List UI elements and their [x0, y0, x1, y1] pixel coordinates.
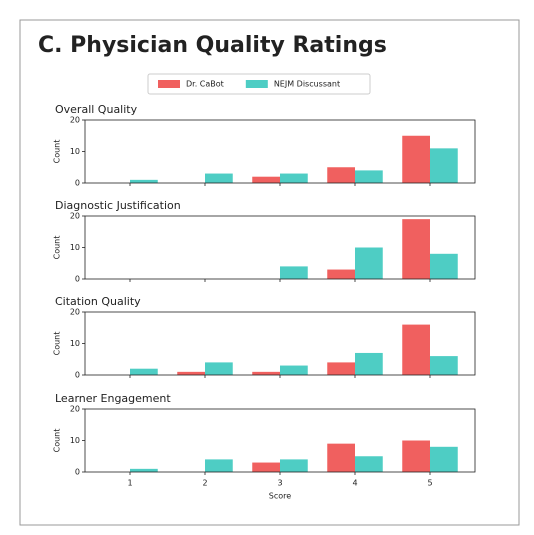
bar — [402, 219, 430, 279]
bar — [355, 456, 383, 472]
bar — [402, 324, 430, 375]
bar — [130, 468, 158, 472]
bar — [430, 253, 458, 279]
bar — [280, 173, 308, 183]
legend-swatch — [245, 80, 268, 88]
bar — [430, 356, 458, 375]
bar — [130, 179, 158, 183]
bar — [355, 352, 383, 375]
bar — [205, 173, 233, 183]
y-tick-label: 20 — [70, 116, 80, 125]
legend-swatch — [158, 80, 180, 88]
bar — [205, 362, 233, 375]
bar — [252, 371, 280, 375]
y-tick-label: 20 — [70, 212, 80, 221]
y-axis-label: Count — [53, 332, 62, 356]
x-tick-label: 1 — [127, 479, 132, 488]
panel-title: Citation Quality — [55, 295, 141, 308]
bar — [430, 446, 458, 472]
y-tick-label: 0 — [75, 371, 80, 380]
bar — [280, 365, 308, 375]
panel-title: Learner Engagement — [55, 392, 171, 405]
y-axis-label: Count — [53, 429, 62, 453]
bar — [252, 176, 280, 183]
figure-title: C. Physician Quality Ratings — [38, 33, 387, 58]
bar — [252, 462, 280, 472]
legend-label: NEJM Discussant — [274, 80, 340, 89]
bar — [177, 371, 205, 375]
y-tick-label: 20 — [70, 405, 80, 414]
y-tick-label: 10 — [70, 243, 80, 252]
x-tick-label: 3 — [277, 479, 282, 488]
y-tick-label: 0 — [75, 179, 80, 188]
bar — [327, 362, 355, 375]
bar — [280, 266, 308, 279]
panel-title: Diagnostic Justification — [55, 199, 181, 212]
bar — [355, 247, 383, 279]
y-axis-label: Count — [53, 236, 62, 260]
panel-title: Overall Quality — [55, 103, 138, 116]
bar — [327, 269, 355, 279]
y-tick-label: 0 — [75, 468, 80, 477]
bar — [402, 135, 430, 183]
x-tick-label: 5 — [427, 479, 432, 488]
y-tick-label: 10 — [70, 436, 80, 445]
bar — [402, 440, 430, 472]
legend-label: Dr. CaBot — [186, 80, 224, 89]
y-tick-label: 20 — [70, 308, 80, 317]
bar — [205, 459, 233, 472]
y-tick-label: 0 — [75, 275, 80, 284]
x-axis-label: Score — [269, 492, 291, 501]
bar — [430, 148, 458, 183]
bar — [280, 459, 308, 472]
bar — [327, 167, 355, 183]
bar — [327, 443, 355, 472]
y-tick-label: 10 — [70, 147, 80, 156]
bar — [355, 170, 383, 183]
x-tick-label: 2 — [202, 479, 207, 488]
x-tick-label: 4 — [352, 479, 357, 488]
y-axis-label: Count — [53, 140, 62, 164]
bar — [130, 368, 158, 375]
y-tick-label: 10 — [70, 339, 80, 348]
